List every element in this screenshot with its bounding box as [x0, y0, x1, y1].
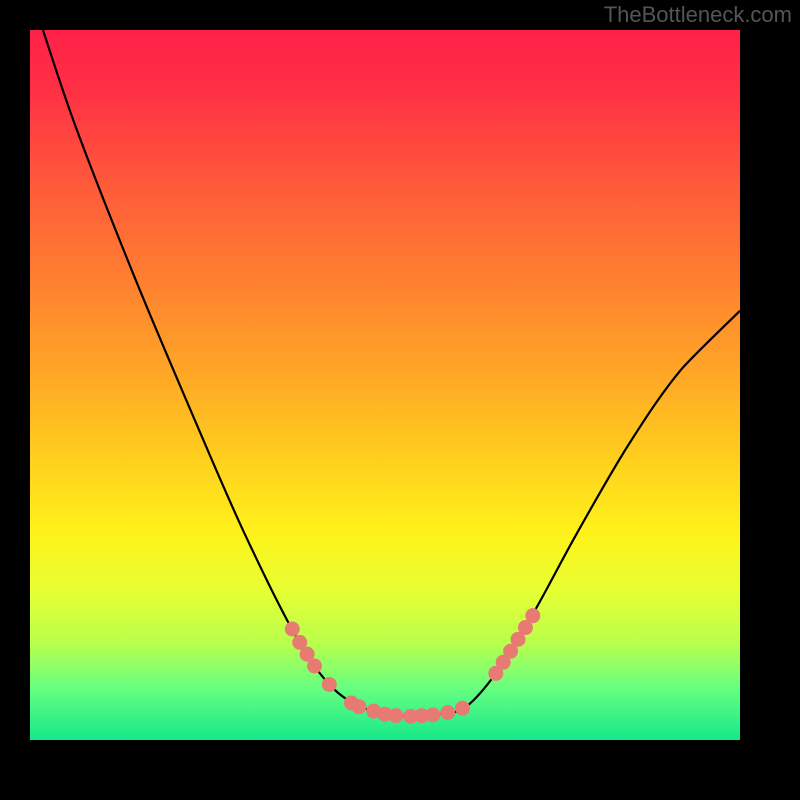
- sample-dot: [285, 622, 300, 637]
- sample-dot: [525, 608, 540, 623]
- sample-dot: [351, 699, 366, 714]
- chart-background: [30, 30, 740, 740]
- watermark-text: TheBottleneck.com: [604, 2, 792, 28]
- sample-dot: [307, 659, 322, 674]
- sample-dot: [388, 708, 403, 723]
- sample-dot: [425, 707, 440, 722]
- chart-stage: TheBottleneck.com: [0, 0, 800, 800]
- sample-dot: [440, 705, 455, 720]
- bottleneck-curve-chart: [30, 30, 770, 770]
- sample-dot: [455, 701, 470, 716]
- sample-dot: [322, 677, 337, 692]
